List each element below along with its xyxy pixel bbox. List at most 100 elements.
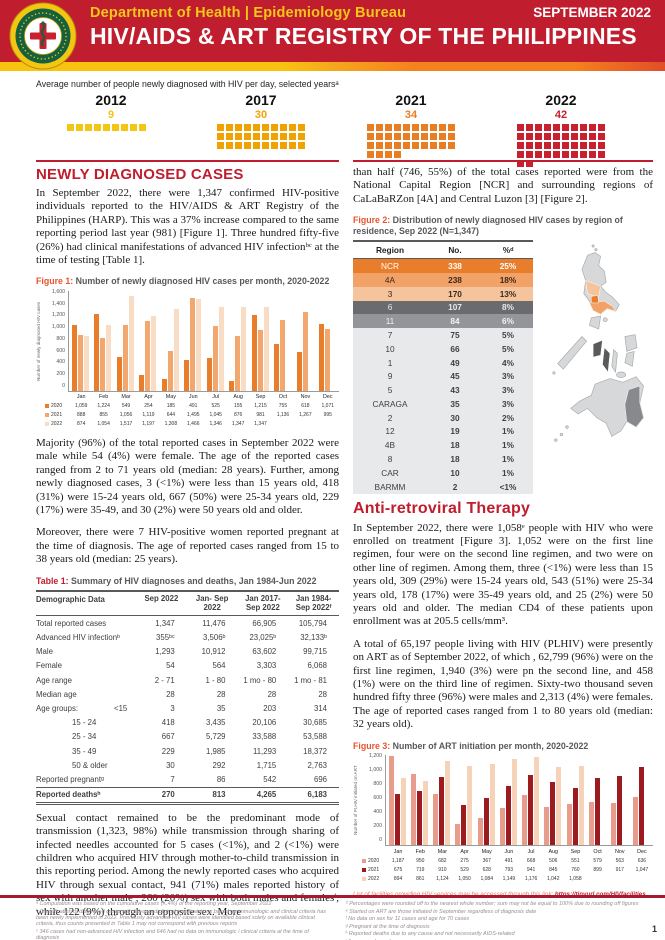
value-cell: 551 <box>571 857 580 864</box>
spacer-cell <box>361 847 387 856</box>
figure2-label: Figure 2: <box>353 215 391 226</box>
day-square <box>366 124 374 131</box>
department-title: Department of Health | Epidemiology Bure… <box>90 5 407 21</box>
column-header: Region <box>375 245 405 256</box>
bar-2021-jun <box>505 785 511 846</box>
bar-group-jul <box>520 756 542 846</box>
bar-2020-jul <box>206 358 212 391</box>
row-sublabel: <15 <box>114 704 128 713</box>
table-row: 25 - 34 667 5,729 33,588 53,588 <box>36 730 339 744</box>
y-tick-label: 200 <box>56 371 65 378</box>
day-square <box>393 124 401 131</box>
value-cell: 755 <box>278 403 288 410</box>
day-square <box>516 124 524 131</box>
bar-2020-jan <box>388 756 394 846</box>
value-cell: 529 <box>460 866 469 873</box>
bar-2021-feb <box>416 791 422 846</box>
value-cell: 667 <box>161 732 175 742</box>
day-square <box>366 133 374 140</box>
day-square <box>561 124 569 131</box>
table-row: Median age 28 28 28 28 <box>36 687 339 701</box>
bar-group-feb <box>408 773 430 846</box>
day-square <box>225 142 233 149</box>
day-square <box>429 133 437 140</box>
day-square <box>570 133 578 140</box>
region-row-ncr: NCR 338 25% <box>353 259 533 273</box>
bar-2021-mar <box>439 776 445 846</box>
value-cell: 270 <box>161 790 175 800</box>
bar-2020-dec <box>633 797 639 846</box>
daily-squares <box>216 124 306 149</box>
day-square <box>597 124 605 131</box>
day-square <box>297 133 305 140</box>
bar-group-oct <box>272 319 295 391</box>
facilities-link-url[interactable]: https://tinyurl.com/HIVfacilities <box>555 891 646 898</box>
value-cell: 66,905 <box>252 618 277 628</box>
accent-stripe <box>0 62 665 71</box>
facilities-link-note: List of facilities providing HIV service… <box>353 891 653 898</box>
column-header: Jan- Sep 2022 <box>195 594 229 612</box>
value-cell: 1 - 80 <box>205 675 226 685</box>
figure2-caption: Figure 2: Distribution of newly diagnose… <box>353 215 653 236</box>
value-cell: 11,293 <box>252 746 277 756</box>
day-square <box>597 151 605 158</box>
day-square <box>216 124 224 131</box>
y-tick-label: 600 <box>56 347 65 354</box>
bar-2021-apr <box>461 805 467 846</box>
y-tick-label: 1,200 <box>52 312 65 319</box>
month-label: Sep <box>255 394 266 401</box>
row-label-cell: Age range <box>36 676 136 685</box>
region-row-4b: 4B 18 1% <box>353 438 533 453</box>
figure2-content: Region No. %ᵈ NCR 338 25% 4A 238 18% 3 170 13% 6 107 8… <box>353 240 653 494</box>
legend-year-label: 2021 <box>368 866 380 873</box>
value-cell: 3,435 <box>205 718 226 728</box>
bar-2022-apr <box>467 766 473 846</box>
day-square <box>570 142 578 149</box>
bar-2022-jan <box>400 778 406 846</box>
day-square <box>588 133 596 140</box>
day-square <box>225 133 233 140</box>
bar-2020-may <box>477 817 483 846</box>
header-text: Department of Health | Epidemiology Bure… <box>90 5 651 50</box>
region-count: 19 <box>450 426 460 437</box>
region-name: 8 <box>387 454 393 465</box>
bar-2021-apr <box>145 321 151 391</box>
legend-year-label: 2022 <box>368 875 380 882</box>
value-cell: 793 <box>504 866 514 873</box>
row-label: Reported deathsʰ <box>36 790 101 800</box>
column-header: Jan 1984- Sep 2022ᶠ <box>295 594 332 612</box>
newly-paragraph-2: Majority (96%) of the total reported cas… <box>36 436 339 516</box>
region-name: 3 <box>387 288 393 299</box>
value-cell: 1,715 <box>256 760 277 770</box>
chart-y-axis-title: Number of newly diagnosed HIV cases <box>36 301 41 382</box>
month-label: Jul <box>212 394 220 401</box>
value-cell: 719 <box>416 866 425 873</box>
bar-2021-nov <box>617 776 623 846</box>
day-square <box>243 124 251 131</box>
bar-2020-sep <box>566 803 572 846</box>
row-label-cell: Reported pregnantᵍ <box>36 775 136 784</box>
bar-group-jun <box>182 297 205 391</box>
row-label: Female <box>36 661 62 671</box>
daily-group: 2012 9 <box>36 92 186 167</box>
day-square <box>393 133 401 140</box>
legend-swatch <box>362 858 366 863</box>
bar-2022-aug <box>556 766 562 846</box>
value-cell: 855 <box>99 412 108 419</box>
bar-group-sep <box>249 306 272 391</box>
day-square <box>270 124 278 131</box>
table-row: 15 - 24 418 3,435 20,106 30,685 <box>36 716 339 730</box>
bar-group-mar <box>114 296 137 391</box>
region-name: 2 <box>387 412 393 423</box>
region-name: NCR <box>381 261 399 272</box>
region-count: 75 <box>450 330 460 341</box>
daily-group: 2022 42 <box>486 92 636 167</box>
bar-group-nov <box>294 311 317 391</box>
art-heading: Anti-retroviral Therapy <box>353 499 531 517</box>
value-cell: 99,715 <box>303 647 327 657</box>
day-square <box>270 142 278 149</box>
y-tick-label: 400 <box>56 359 65 366</box>
region-name: 9 <box>387 371 393 382</box>
month-label: Jun <box>188 394 198 401</box>
month-label: Nov <box>614 848 625 855</box>
